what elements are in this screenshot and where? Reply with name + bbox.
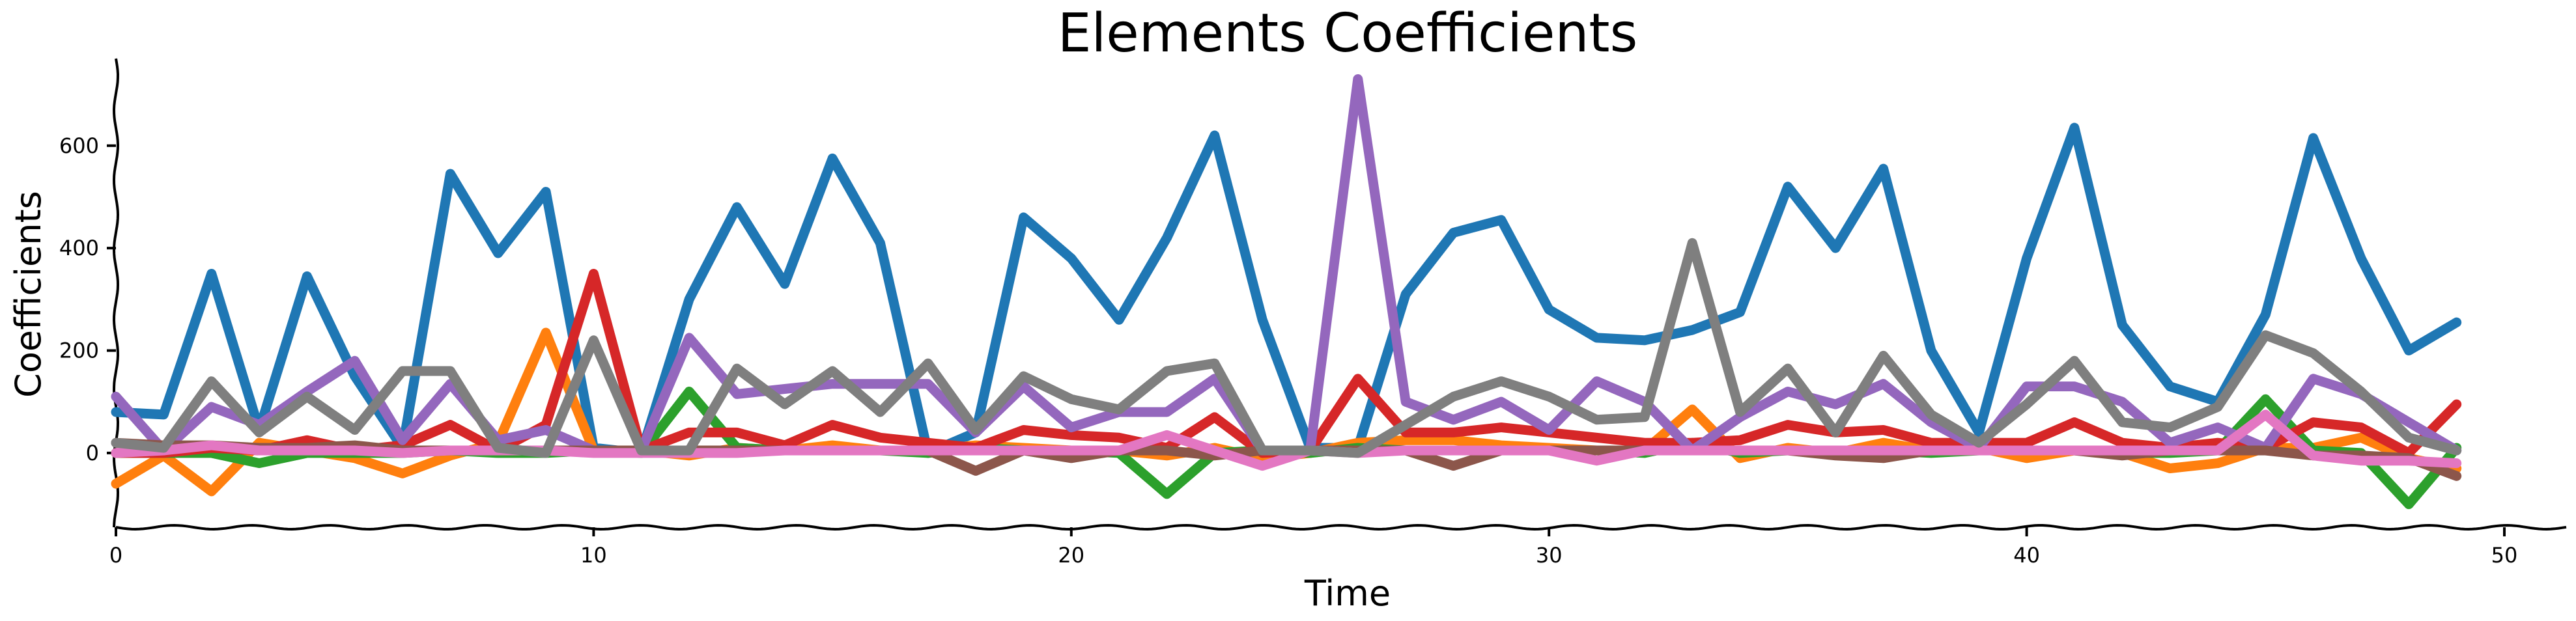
ticks: 0 10 20 30 40 50 0 200 400 600 xyxy=(59,133,2517,568)
x-tick-label: 20 xyxy=(1058,543,1084,568)
x-axis-line xyxy=(115,523,2567,531)
x-tick-label: 30 xyxy=(1536,543,1563,568)
y-tick-label: 0 xyxy=(86,441,99,465)
x-axis-label: Time xyxy=(1304,573,1391,614)
x-tick-label: 10 xyxy=(580,543,607,568)
x-tick-label: 40 xyxy=(2013,543,2040,568)
series-line-8 xyxy=(111,238,2462,458)
y-tick-label: 200 xyxy=(59,338,99,363)
y-tick-label: 600 xyxy=(59,133,99,158)
y-axis-label: Coefficients xyxy=(8,191,49,398)
x-tick-label: 0 xyxy=(109,543,122,568)
series-lines xyxy=(111,74,2462,510)
series-line-4 xyxy=(111,269,2462,458)
x-tick-label: 50 xyxy=(2491,543,2518,568)
series-line-2 xyxy=(111,327,2462,497)
chart-title: Elements Coefficients xyxy=(1058,3,1638,64)
axes xyxy=(112,58,2567,531)
y-tick-label: 400 xyxy=(59,236,99,260)
series-line-1 xyxy=(111,122,2462,458)
